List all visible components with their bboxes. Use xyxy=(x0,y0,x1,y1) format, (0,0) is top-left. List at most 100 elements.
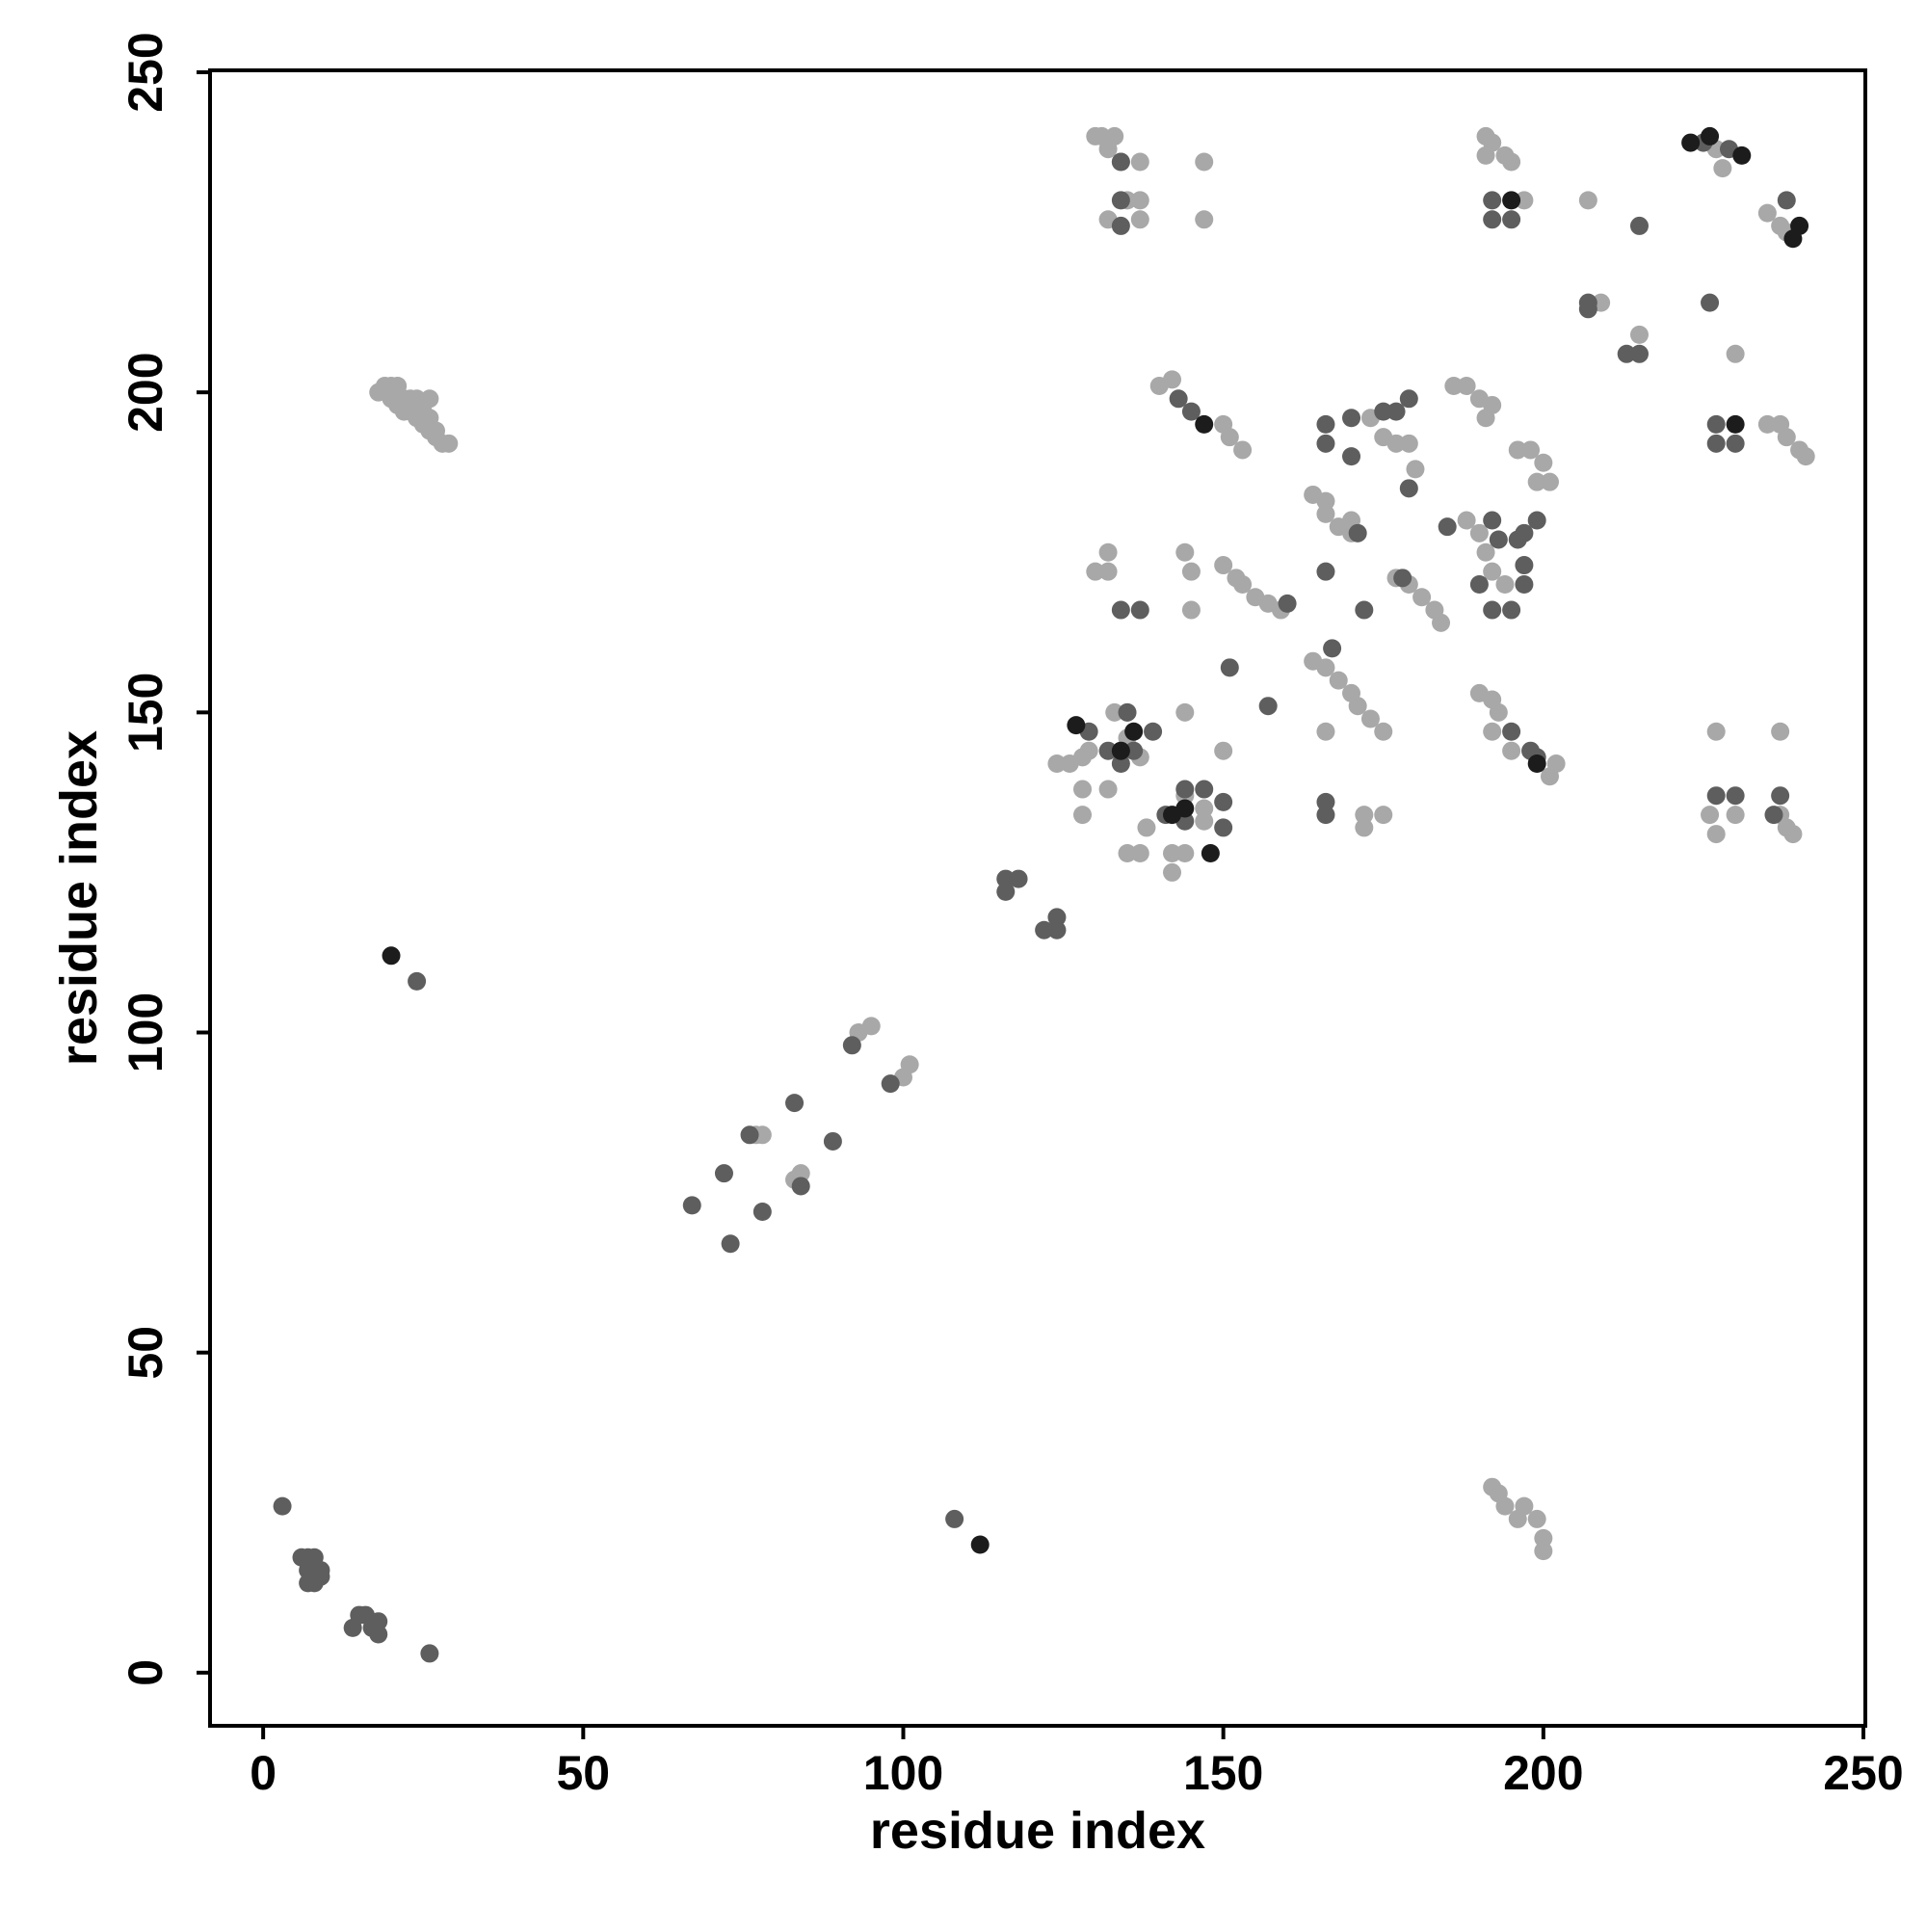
contact-point xyxy=(1111,152,1130,172)
x-tick-label: 150 xyxy=(1183,1746,1263,1800)
contact-point xyxy=(1130,152,1149,172)
contact-point xyxy=(1009,869,1028,888)
contact-point xyxy=(1438,517,1457,537)
contact-point xyxy=(1316,434,1335,453)
plot-frame xyxy=(208,68,1867,1728)
contact-point xyxy=(1137,818,1156,837)
contact-point xyxy=(1175,843,1195,862)
contact-point xyxy=(1444,377,1464,396)
contact-point xyxy=(1457,377,1476,396)
contact-point xyxy=(1783,825,1803,844)
contact-point xyxy=(1181,562,1201,581)
contact-point xyxy=(1073,780,1093,799)
contact-point xyxy=(1515,556,1534,575)
contact-point xyxy=(1118,702,1137,722)
contact-point xyxy=(1629,325,1649,344)
contact-point xyxy=(362,1618,382,1637)
contact-point xyxy=(420,409,439,428)
contact-point xyxy=(1386,402,1406,421)
contact-point xyxy=(752,1203,772,1222)
contact-point xyxy=(1111,754,1130,773)
contact-point xyxy=(1515,523,1534,543)
contact-point xyxy=(1355,806,1374,825)
contact-point xyxy=(1316,722,1335,741)
contact-point xyxy=(721,1234,740,1254)
contact-point xyxy=(1393,569,1412,588)
contact-point xyxy=(1726,434,1745,453)
contact-point xyxy=(1706,825,1726,844)
contact-point xyxy=(1483,511,1502,530)
y-tick-label: 150 xyxy=(119,673,172,753)
contact-point xyxy=(791,1164,810,1183)
contact-point xyxy=(970,1535,990,1554)
contact-point xyxy=(311,1567,330,1586)
contact-point xyxy=(1201,843,1220,862)
contact-point xyxy=(1374,806,1393,825)
contact-point xyxy=(1515,191,1534,210)
contact-point xyxy=(1457,511,1476,530)
contact-point xyxy=(1399,389,1418,409)
points xyxy=(273,126,1815,1663)
contact-point xyxy=(823,1131,842,1151)
contact-point xyxy=(1629,344,1649,363)
contact-point xyxy=(996,882,1016,901)
contact-point xyxy=(1508,440,1527,460)
contact-point xyxy=(420,389,439,409)
contact-point xyxy=(439,434,459,453)
contact-point xyxy=(1495,574,1515,594)
contact-point xyxy=(1035,920,1054,940)
contact-point xyxy=(1342,447,1361,466)
contact-point xyxy=(1130,843,1149,862)
contact-point xyxy=(1214,818,1233,837)
contact-point xyxy=(420,1644,439,1663)
contact-point xyxy=(1726,806,1745,825)
y-tick-label: 200 xyxy=(119,352,172,432)
contact-point xyxy=(1701,126,1720,146)
contact-point xyxy=(1047,908,1067,927)
contact-point xyxy=(1047,920,1067,940)
contact-point xyxy=(1796,447,1815,466)
contact-point xyxy=(1220,658,1239,677)
contact-point xyxy=(1483,600,1502,620)
contact-point xyxy=(1726,786,1745,806)
contact-point xyxy=(1726,344,1745,363)
contact-point xyxy=(1386,434,1406,453)
contact-point xyxy=(1098,140,1118,159)
contact-point xyxy=(1534,453,1553,472)
contact-point xyxy=(1233,574,1253,594)
contact-point xyxy=(1515,574,1534,594)
contact-point xyxy=(1483,562,1502,581)
contact-point xyxy=(1502,741,1521,760)
contact-point xyxy=(1476,543,1495,562)
contact-point xyxy=(881,1074,900,1094)
y-tick-label: 100 xyxy=(119,992,172,1072)
contact-point xyxy=(1214,556,1233,575)
contact-point xyxy=(1777,191,1796,210)
contact-point xyxy=(1534,1542,1553,1561)
contact-point xyxy=(1469,523,1489,543)
contact-point xyxy=(1527,754,1546,773)
contact-point xyxy=(1144,722,1163,741)
contact-point xyxy=(1412,588,1432,607)
contact-point xyxy=(752,1125,772,1145)
contact-point xyxy=(1169,389,1188,409)
contact-point xyxy=(1521,440,1541,460)
contact-point xyxy=(1316,414,1335,434)
y-axis-label: residue index xyxy=(50,730,108,1066)
contact-point xyxy=(1406,460,1425,479)
contact-point xyxy=(1713,159,1732,178)
contact-point xyxy=(1476,146,1495,165)
contact-point xyxy=(1195,780,1214,799)
contact-point xyxy=(408,971,427,991)
contact-point xyxy=(1617,344,1636,363)
contact-point xyxy=(1163,843,1182,862)
contact-point xyxy=(1757,414,1777,434)
contact-point xyxy=(1701,293,1720,312)
contact-point xyxy=(740,1125,759,1145)
contact-point xyxy=(945,1509,964,1528)
y-tick-label: 250 xyxy=(119,32,172,112)
contact-point xyxy=(1195,414,1214,434)
contact-point xyxy=(1316,792,1335,811)
contact-point xyxy=(1130,600,1149,620)
